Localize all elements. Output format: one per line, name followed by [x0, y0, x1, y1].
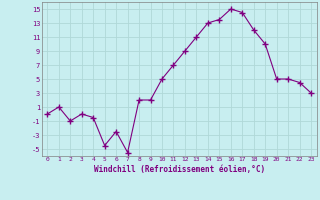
X-axis label: Windchill (Refroidissement éolien,°C): Windchill (Refroidissement éolien,°C)	[94, 165, 265, 174]
